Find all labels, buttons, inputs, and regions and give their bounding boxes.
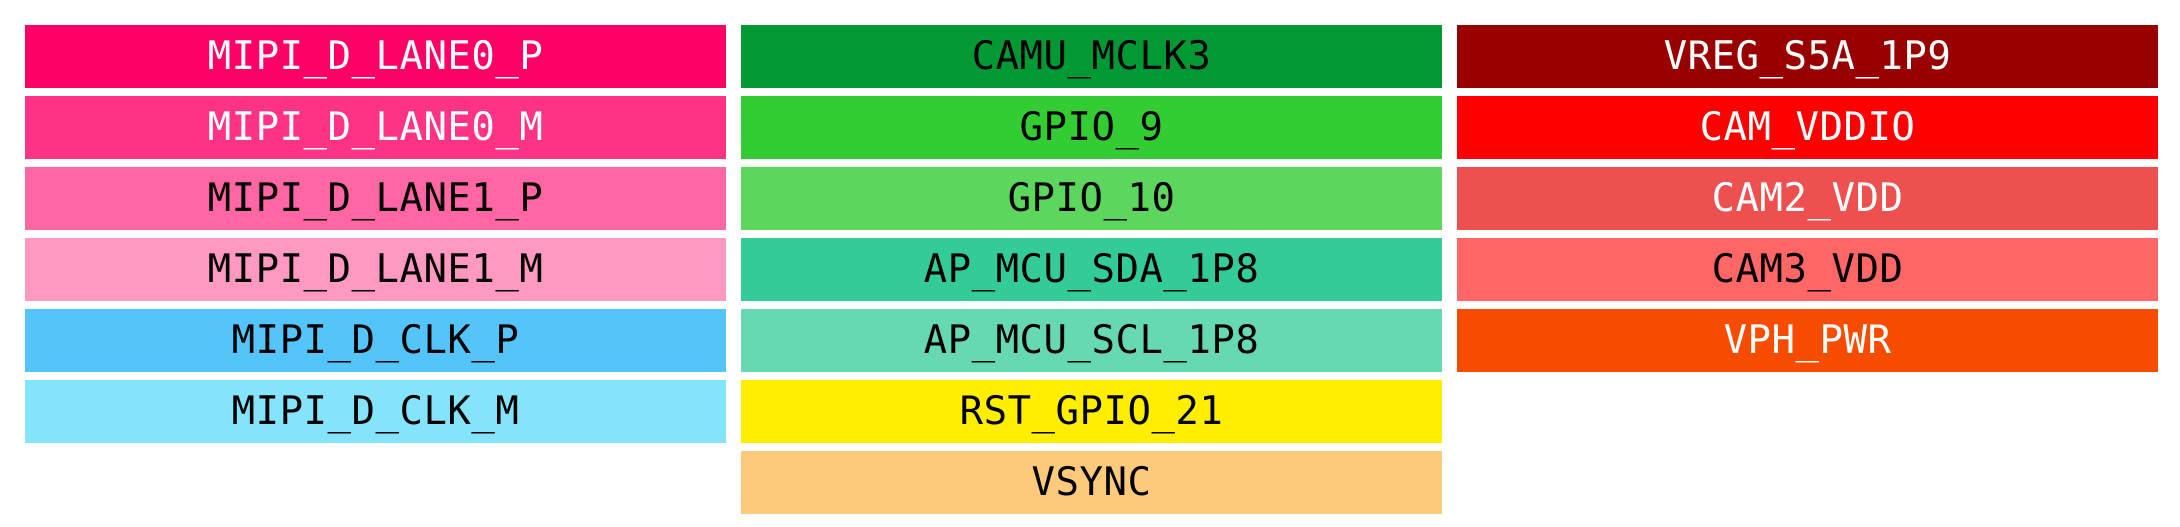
pin-label-mipi-d-lane0-m: MIPI_D_LANE0_M <box>25 96 726 159</box>
pin-label-cam-vddio: CAM_VDDIO <box>1457 96 2158 159</box>
pin-label-mipi-d-clk-m: MIPI_D_CLK_M <box>25 380 726 443</box>
pin-label-ap-mcu-sda-1p8: AP_MCU_SDA_1P8 <box>741 238 1442 301</box>
pin-label-cam2-vdd: CAM2_VDD <box>1457 167 2158 230</box>
pin-label-ap-mcu-scl-1p8: AP_MCU_SCL_1P8 <box>741 309 1442 372</box>
pin-column-left: MIPI_D_LANE0_P MIPI_D_LANE0_M MIPI_D_LANE1… <box>25 25 726 451</box>
pin-label-gpio-9: GPIO_9 <box>741 96 1442 159</box>
pin-label-vreg-s5a-1p9: VREG_S5A_1P9 <box>1457 25 2158 88</box>
pin-label-mipi-d-lane1-p: MIPI_D_LANE1_P <box>25 167 726 230</box>
pin-label-vsync: VSYNC <box>741 451 1442 514</box>
pin-column-middle: CAMU_MCLK3 GPIO_9 GPIO_10 AP_MCU_SDA_1P8 AP_… <box>741 25 1442 522</box>
pin-label-vph-pwr: VPH_PWR <box>1457 309 2158 372</box>
pin-column-right: VREG_S5A_1P9 CAM_VDDIO CAM2_VDD CAM3_VDD VPH… <box>1457 25 2158 380</box>
pin-label-rst-gpio-21: RST_GPIO_21 <box>741 380 1442 443</box>
pin-label-mipi-d-clk-p: MIPI_D_CLK_P <box>25 309 726 372</box>
pin-label-mipi-d-lane1-m: MIPI_D_LANE1_M <box>25 238 726 301</box>
pin-label-camu-mclk3: CAMU_MCLK3 <box>741 25 1442 88</box>
pin-label-mipi-d-lane0-p: MIPI_D_LANE0_P <box>25 25 726 88</box>
pin-label-cam3-vdd: CAM3_VDD <box>1457 238 2158 301</box>
pin-label-gpio-10: GPIO_10 <box>741 167 1442 230</box>
